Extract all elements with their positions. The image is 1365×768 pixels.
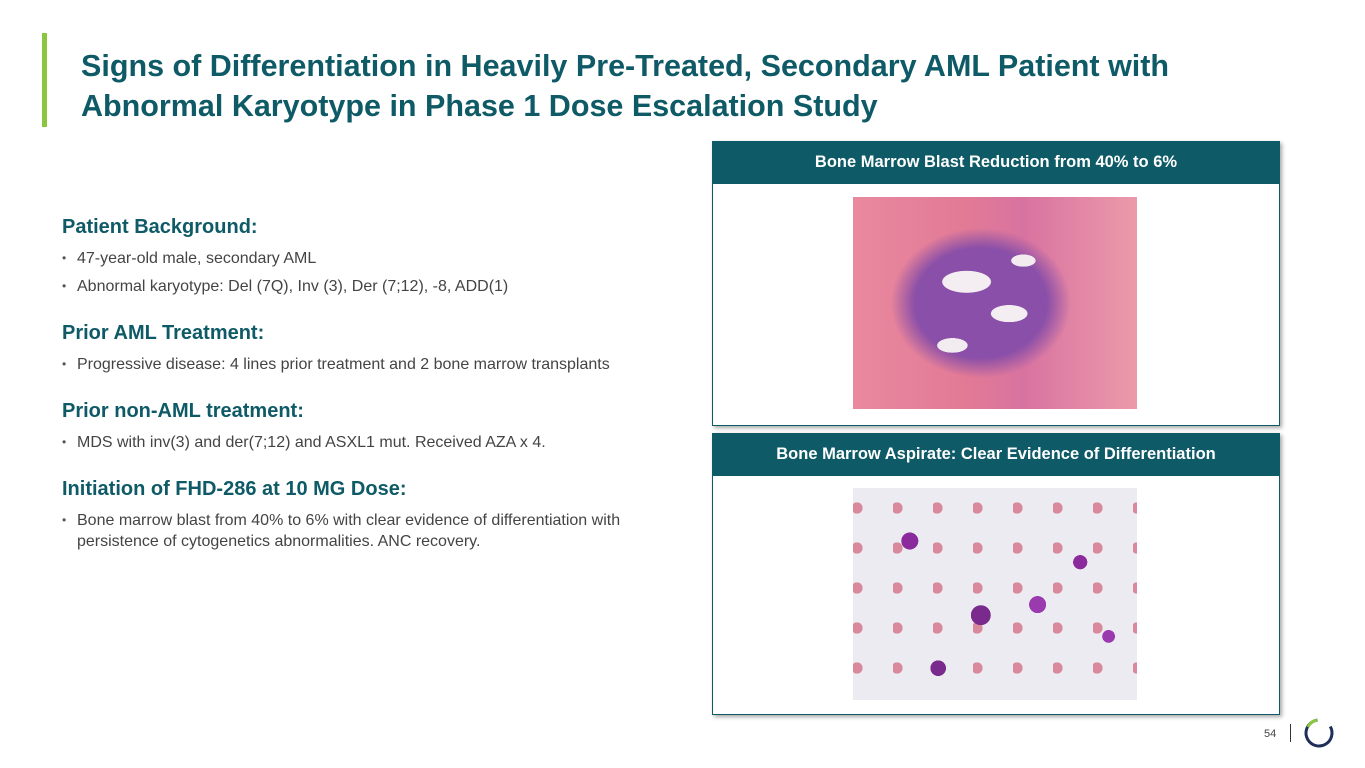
section-heading: Prior AML Treatment: bbox=[62, 322, 265, 344]
bullet: MDS with inv(3) and der(7;12) and ASXL1 … bbox=[62, 432, 682, 453]
company-logo-icon bbox=[1304, 718, 1334, 748]
title-accent-bar bbox=[42, 33, 47, 127]
blast-reduction-panel: Bone Marrow Blast Reduction from 40% to … bbox=[712, 141, 1280, 426]
bullet: Abnormal karyotype: Del (7Q), Inv (3), D… bbox=[62, 276, 682, 297]
page-number: 54 bbox=[1264, 728, 1277, 740]
section-heading: Patient Background: bbox=[62, 216, 258, 238]
section-prior-non-aml-treatment: Prior non-AML treatment: MDS with inv(3)… bbox=[62, 398, 682, 453]
footer-divider bbox=[1290, 724, 1291, 742]
bullet: Progressive disease: 4 lines prior treat… bbox=[62, 354, 682, 375]
bullet: 47-year-old male, secondary AML bbox=[62, 248, 682, 269]
section-prior-aml-treatment: Prior AML Treatment: Progressive disease… bbox=[62, 320, 682, 375]
bullet: Bone marrow blast from 40% to 6% with cl… bbox=[62, 510, 682, 552]
panel-header: Bone Marrow Blast Reduction from 40% to … bbox=[713, 142, 1279, 184]
bone-marrow-histology-image bbox=[853, 197, 1137, 409]
section-heading: Initiation of FHD-286 at 10 MG Dose: bbox=[62, 478, 407, 500]
panel-header: Bone Marrow Aspirate: Clear Evidence of … bbox=[713, 434, 1279, 476]
section-initiation: Initiation of FHD-286 at 10 MG Dose: Bon… bbox=[62, 476, 682, 552]
section-heading: Prior non-AML treatment: bbox=[62, 400, 304, 422]
slide-title: Signs of Differentiation in Heavily Pre-… bbox=[81, 49, 1170, 123]
bone-marrow-aspirate-image bbox=[853, 488, 1137, 700]
aspirate-panel: Bone Marrow Aspirate: Clear Evidence of … bbox=[712, 433, 1280, 715]
section-patient-background: Patient Background: 47-year-old male, se… bbox=[62, 214, 682, 297]
slide-content: Patient Background: 47-year-old male, se… bbox=[62, 214, 682, 575]
